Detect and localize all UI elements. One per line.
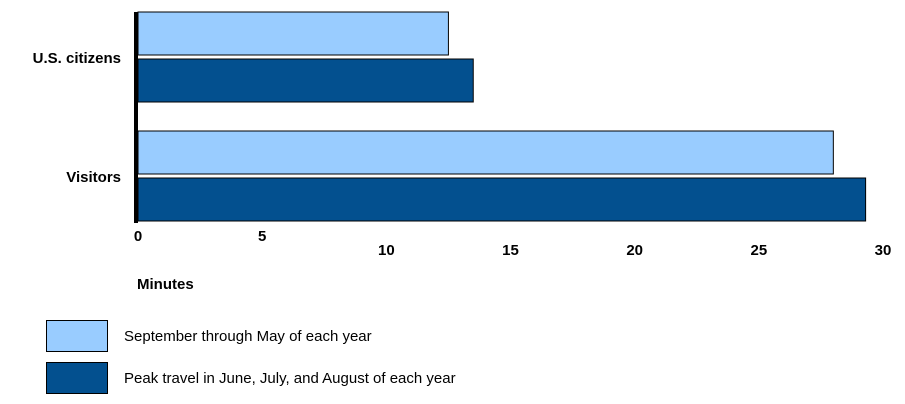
bar-visitors-series-1 <box>137 177 867 222</box>
bar-u-s-citizens-series-1 <box>137 58 474 103</box>
legend-label-offpeak: September through May of each year <box>124 328 372 345</box>
chart: U.S. citizens Visitors 0 5 10 15 20 25 30 Minut… <box>33 11 892 293</box>
legend-label-peak: Peak travel in June, July, and August of… <box>124 370 456 387</box>
category-labels: U.S. citizens Visitors <box>33 50 121 186</box>
x-tick-label: 10 <box>378 242 395 259</box>
x-tick-label: 20 <box>626 242 643 259</box>
bar-visitors-series-0 <box>137 130 834 175</box>
legend-swatch-peak <box>46 362 108 394</box>
legend-swatch-offpeak <box>46 320 108 352</box>
category-label: U.S. citizens <box>33 50 121 67</box>
x-tick-label: 25 <box>750 242 767 259</box>
x-tick-label: 15 <box>502 242 519 259</box>
x-tick-label: 5 <box>258 228 266 245</box>
x-axis-title: Minutes <box>137 276 194 293</box>
x-tick-labels: 0 5 10 15 20 25 30 <box>134 228 892 259</box>
bar-u-s-citizens-series-0 <box>137 11 449 56</box>
bars-group <box>137 11 867 222</box>
x-tick-label: 0 <box>134 228 142 245</box>
category-label: Visitors <box>66 169 121 186</box>
x-tick-label: 30 <box>875 242 892 259</box>
